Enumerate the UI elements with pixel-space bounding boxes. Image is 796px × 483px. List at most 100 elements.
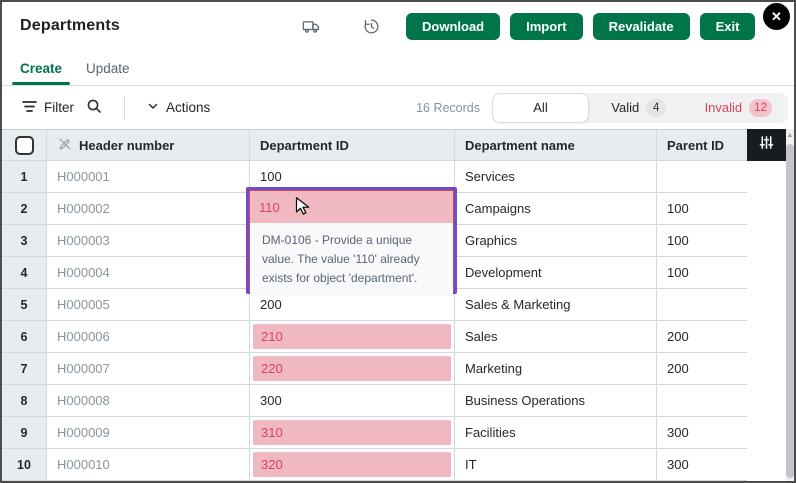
department-name-cell[interactable]: Sales [455, 321, 657, 353]
actions-label: Actions [166, 100, 211, 115]
table-row: 1 H000001 100 Services [2, 161, 747, 193]
department-name-cell[interactable]: Sales & Marketing [455, 289, 657, 321]
department-id-cell[interactable]: 300 [250, 385, 455, 417]
header-number-cell[interactable]: H000003 [47, 225, 250, 257]
revalidate-button[interactable]: Revalidate [592, 12, 690, 40]
chevron-down-icon [147, 100, 159, 115]
valid-label: Valid [611, 100, 640, 115]
column-header-header-number[interactable]: Header number [47, 130, 250, 161]
column-settings-button[interactable] [747, 129, 786, 161]
segment-invalid[interactable]: Invalid 12 [689, 93, 789, 123]
parent-id-cell[interactable] [657, 385, 747, 417]
truck-icon[interactable] [300, 15, 322, 37]
row-number: 4 [2, 257, 47, 289]
header-number-cell[interactable]: H000002 [47, 193, 250, 225]
header-number-cell[interactable]: H000007 [47, 353, 250, 385]
row-number: 7 [2, 353, 47, 385]
row-number: 9 [2, 417, 47, 449]
row-number: 10 [2, 449, 47, 481]
download-button[interactable]: Download [406, 12, 501, 40]
import-button[interactable]: Import [510, 12, 583, 40]
department-name-cell[interactable]: Facilities [455, 417, 657, 449]
segment-valid[interactable]: Valid 4 [589, 93, 689, 123]
invalid-count-badge: 12 [749, 98, 772, 117]
header-number-cell[interactable]: H000009 [47, 417, 250, 449]
department-name-cell[interactable]: IT [455, 449, 657, 481]
tab-create[interactable]: Create [11, 61, 71, 85]
scrollbar-thumb[interactable] [786, 144, 794, 478]
department-name-cell[interactable]: Business Operations [455, 385, 657, 417]
header-number-cell[interactable]: H000004 [47, 257, 250, 289]
header-number-cell[interactable]: H000010 [47, 449, 250, 481]
header-number-cell[interactable]: H000005 [47, 289, 250, 321]
vertical-scrollbar[interactable]: ▲ [786, 129, 794, 481]
filter-button[interactable]: Filter [20, 96, 76, 120]
search-button[interactable] [84, 94, 104, 121]
row-number: 3 [2, 225, 47, 257]
valid-count-badge: 4 [646, 98, 667, 117]
select-all-checkbox[interactable] [14, 135, 34, 155]
department-id-cell-invalid[interactable]: 320 [250, 449, 455, 481]
data-grid: Header number Department ID Department n… [2, 129, 794, 481]
row-number: 2 [2, 193, 47, 225]
department-name-cell[interactable]: Marketing [455, 353, 657, 385]
parent-id-cell[interactable] [657, 289, 747, 321]
header-checkbox-cell [2, 130, 47, 161]
column-header-parent-id[interactable]: Parent ID [657, 130, 747, 161]
department-name-cell[interactable]: Graphics [455, 225, 657, 257]
row-number: 5 [2, 289, 47, 321]
table-row: 8 H000008 300 Business Operations [2, 385, 747, 417]
row-number: 1 [2, 161, 47, 193]
column-header-department-name[interactable]: Department name [455, 130, 657, 161]
department-id-cell-invalid[interactable]: 220 [250, 353, 455, 385]
title-bar: Departments Download Import [2, 2, 794, 50]
close-icon[interactable]: ✕ [763, 3, 790, 30]
page-title: Departments [20, 17, 121, 34]
validation-error-box: 110 DM-0106 - Provide a unique value. Th… [249, 190, 454, 296]
exit-button[interactable]: Exit [699, 12, 756, 40]
readonly-pencil-slash-icon [57, 136, 73, 155]
validity-segmented-control: All Valid 4 Invalid 12 [492, 92, 789, 123]
parent-id-cell[interactable]: 300 [657, 417, 747, 449]
sliders-icon [759, 135, 774, 155]
parent-id-cell[interactable]: 100 [657, 193, 747, 225]
history-icon[interactable] [360, 15, 382, 37]
header-number-cell[interactable]: H000001 [47, 161, 250, 193]
actions-menu[interactable]: Actions [145, 96, 212, 119]
table-row: 6 H000006 210 Sales 200 [2, 321, 747, 353]
table-row: 7 H000007 220 Marketing 200 [2, 353, 747, 385]
department-id-cell-invalid[interactable]: 310 [250, 417, 455, 449]
parent-id-cell[interactable]: 300 [657, 449, 747, 481]
column-header-department-id[interactable]: Department ID [250, 130, 455, 161]
search-icon [86, 98, 102, 117]
department-id-cell[interactable]: 200 [250, 289, 455, 321]
parent-id-cell[interactable]: 100 [657, 257, 747, 289]
table-row: 10 H000010 320 IT 300 [2, 449, 747, 481]
validation-error-tooltip: DM-0106 - Provide a unique value. The va… [250, 223, 453, 296]
department-name-cell[interactable]: Campaigns [455, 193, 657, 225]
parent-id-cell[interactable]: 100 [657, 225, 747, 257]
toolbar-divider [124, 95, 125, 120]
records-count: 16 Records [416, 100, 480, 115]
tab-bar: Create Update [2, 50, 794, 86]
scroll-up-icon[interactable]: ▲ [786, 132, 794, 139]
table-header-row: Header number Department ID Department n… [2, 129, 747, 161]
toolbar: Filter Actions 16 Records [2, 86, 794, 129]
header-number-cell[interactable]: H000006 [47, 321, 250, 353]
parent-id-cell[interactable] [657, 161, 747, 193]
parent-id-cell[interactable]: 200 [657, 353, 747, 385]
invalid-label: Invalid [704, 100, 743, 115]
department-id-cell-invalid[interactable]: 210 [250, 321, 455, 353]
header-number-cell[interactable]: H000008 [47, 385, 250, 417]
selected-department-id-cell[interactable]: 110 [250, 191, 453, 223]
mouse-cursor-icon [291, 195, 313, 222]
department-name-cell[interactable]: Services [455, 161, 657, 193]
row-number: 6 [2, 321, 47, 353]
filter-label: Filter [44, 100, 74, 115]
tab-update[interactable]: Update [86, 61, 130, 76]
department-name-cell[interactable]: Development [455, 257, 657, 289]
row-number: 8 [2, 385, 47, 417]
parent-id-cell[interactable]: 200 [657, 321, 747, 353]
segment-all[interactable]: All [492, 92, 589, 123]
